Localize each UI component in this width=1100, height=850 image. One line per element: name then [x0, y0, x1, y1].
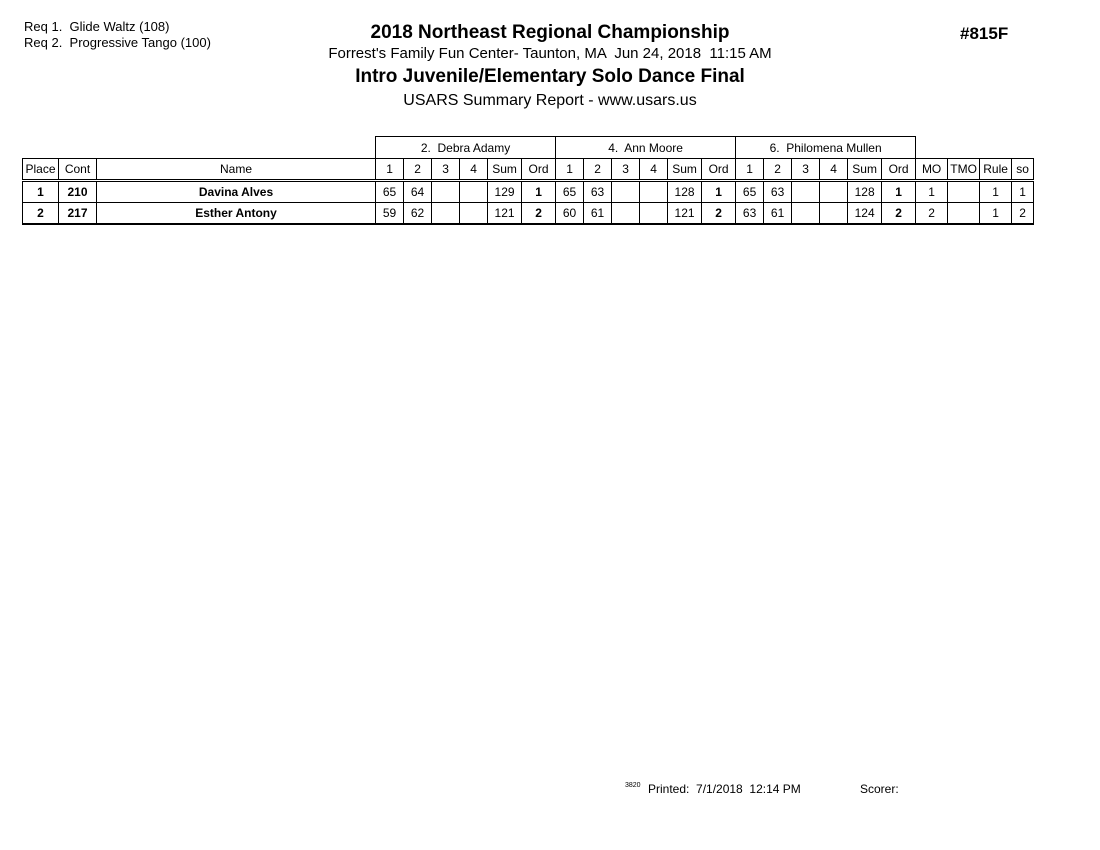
col-header-j3-sum: Sum [847, 158, 883, 182]
score-cell: 60 [555, 202, 585, 225]
requirements-block: Req 1. Glide Waltz (108) Req 2. Progress… [24, 19, 211, 51]
ord-cell: 2 [881, 202, 917, 225]
col-header-j1-ord: Ord [521, 158, 557, 182]
report-type-line: USARS Summary Report - www.usars.us [403, 92, 697, 109]
score-cell: 65 [735, 180, 765, 203]
score-cell [611, 202, 641, 225]
score-cell: 65 [555, 180, 585, 203]
place-cell: 1 [22, 180, 59, 203]
col-header-j2-2: 2 [583, 158, 613, 182]
scorer-label: Scorer: [860, 782, 899, 796]
rule-cell: 1 [979, 180, 1013, 203]
col-header-tmo: TMO [947, 158, 981, 182]
ord-cell: 1 [521, 180, 557, 203]
sum-cell: 124 [847, 202, 883, 225]
score-cell [819, 180, 849, 203]
venue-date-line: Forrest's Family Fun Center- Taunton, MA… [328, 45, 772, 62]
col-header-j2-4: 4 [639, 158, 669, 182]
tmo-cell [947, 180, 981, 203]
ord-cell: 1 [881, 180, 917, 203]
score-cell [459, 202, 489, 225]
col-header-j1-4: 4 [459, 158, 489, 182]
print-code: 3820 [625, 782, 641, 789]
ord-cell: 2 [521, 202, 557, 225]
ord-cell: 2 [701, 202, 737, 225]
table-row: 1 210 Davina Alves 65 64 129 1 65 63 128… [22, 180, 1035, 203]
championship-title: 2018 Northeast Regional Championship [370, 22, 730, 43]
cont-cell: 217 [58, 202, 97, 225]
score-cell [639, 202, 669, 225]
score-cell: 61 [583, 202, 613, 225]
judge-name-row: 2. Debra Adamy 4. Ann Moore 6. Philomena… [23, 136, 1034, 159]
skater-name-cell: Esther Antony [95, 202, 377, 225]
report-header: 2018 Northeast Regional Championship For… [0, 21, 1100, 112]
score-cell: 64 [403, 180, 433, 203]
requirement-line-1: Req 1. Glide Waltz (108) [24, 19, 170, 34]
score-cell: 65 [375, 180, 405, 203]
score-cell [791, 180, 821, 203]
col-header-j1-2: 2 [403, 158, 433, 182]
sum-cell: 128 [667, 180, 703, 203]
col-header-j3-4: 4 [819, 158, 849, 182]
rule-cell: 1 [979, 202, 1013, 225]
mo-cell: 1 [915, 180, 949, 203]
col-header-j2-1: 1 [555, 158, 585, 182]
skater-name-cell: Davina Alves [95, 180, 377, 203]
mo-cell: 2 [915, 202, 949, 225]
judge-row-spacer-left [23, 137, 376, 159]
score-cell [459, 180, 489, 203]
score-cell [791, 202, 821, 225]
col-header-j1-3: 3 [431, 158, 461, 182]
table-row: 2 217 Esther Antony 59 62 121 2 60 61 12… [22, 202, 1035, 225]
score-cell: 59 [375, 202, 405, 225]
ord-cell: 1 [701, 180, 737, 203]
score-cell [639, 180, 669, 203]
col-header-j1-1: 1 [375, 158, 405, 182]
col-header-so: so [1011, 158, 1035, 182]
sum-cell: 128 [847, 180, 883, 203]
score-cell [611, 180, 641, 203]
col-header-j2-sum: Sum [667, 158, 703, 182]
sum-cell: 121 [667, 202, 703, 225]
score-cell: 63 [735, 202, 765, 225]
score-cell [431, 180, 461, 203]
score-cell: 61 [763, 202, 793, 225]
so-cell: 1 [1011, 180, 1035, 203]
score-cell: 63 [763, 180, 793, 203]
event-title: Intro Juvenile/Elementary Solo Dance Fin… [355, 66, 745, 87]
place-cell: 2 [22, 202, 59, 225]
results-table-wrap: 2. Debra Adamy 4. Ann Moore 6. Philomena… [22, 136, 1035, 225]
col-header-j3-3: 3 [791, 158, 821, 182]
so-cell: 2 [1011, 202, 1035, 225]
sum-cell: 129 [487, 180, 523, 203]
col-header-cont: Cont [58, 158, 97, 182]
score-cell [431, 202, 461, 225]
col-header-j2-3: 3 [611, 158, 641, 182]
event-number: #815F [960, 24, 1009, 43]
judge-3-name: 6. Philomena Mullen [735, 136, 917, 159]
col-header-name: Name [95, 158, 377, 182]
col-header-j1-sum: Sum [487, 158, 523, 182]
printed-timestamp: Printed: 7/1/2018 12:14 PM [648, 782, 801, 796]
col-header-j3-2: 2 [763, 158, 793, 182]
col-header-place: Place [22, 158, 59, 182]
requirement-line-2: Req 2. Progressive Tango (100) [24, 35, 211, 50]
judge-row-spacer-right [916, 137, 1034, 159]
col-header-mo: MO [915, 158, 949, 182]
results-table: 2. Debra Adamy 4. Ann Moore 6. Philomena… [22, 136, 1035, 225]
score-cell: 63 [583, 180, 613, 203]
col-header-j2-ord: Ord [701, 158, 737, 182]
tmo-cell [947, 202, 981, 225]
score-cell: 62 [403, 202, 433, 225]
cont-cell: 210 [58, 180, 97, 203]
judge-1-name: 2. Debra Adamy [375, 136, 557, 159]
judge-2-name: 4. Ann Moore [555, 136, 737, 159]
col-header-j3-ord: Ord [881, 158, 917, 182]
column-header-row: Place Cont Name 1 2 3 4 Sum Ord 1 2 3 4 … [22, 158, 1035, 182]
sum-cell: 121 [487, 202, 523, 225]
col-header-j3-1: 1 [735, 158, 765, 182]
score-cell [819, 202, 849, 225]
col-header-rule: Rule [979, 158, 1013, 182]
